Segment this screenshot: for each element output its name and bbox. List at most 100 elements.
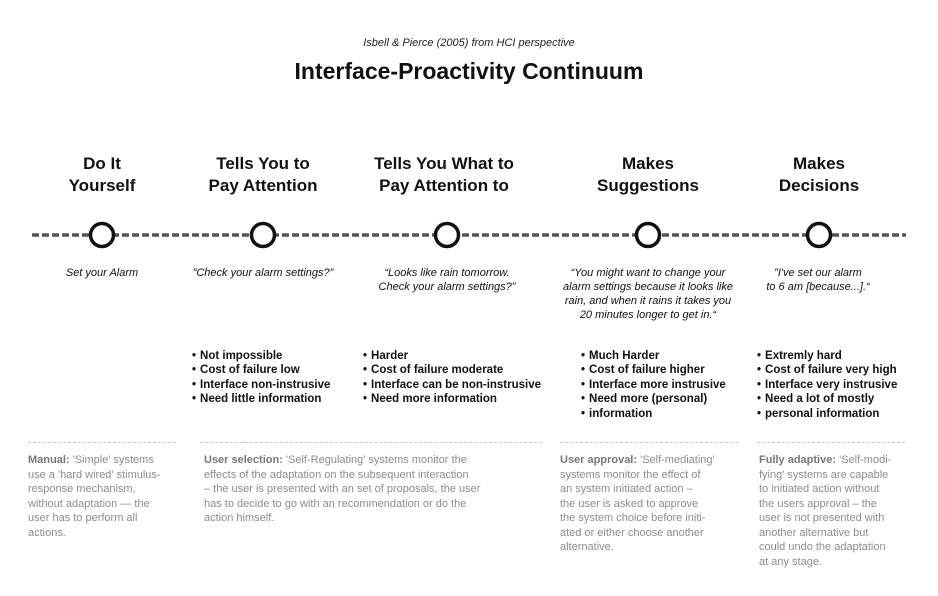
example-line: rain, and when it rains it takes you xyxy=(564,295,732,307)
description-line: at any stage. xyxy=(759,555,822,568)
description-line: could undo the adaptation xyxy=(759,541,886,553)
description-line: the users approval – the xyxy=(759,497,878,510)
bullets-makes-decisions: Extremly hard Cost of failure very high … xyxy=(757,349,897,421)
stage-title-line: Tells You to xyxy=(216,154,310,173)
bullets-tells-you-to-pay-attention: Not impossible Cost of failure low Inter… xyxy=(192,349,330,407)
stage-marker-tells-you-what-to-pay-attention-to xyxy=(433,221,461,249)
example-makes-suggestions: “You might want to change your alarm set… xyxy=(548,266,748,322)
bullet-item: Need more (personal) xyxy=(581,392,726,406)
description-line: ated or either choose another xyxy=(560,526,704,539)
bullet-item: Harder xyxy=(363,349,541,363)
description-user-selection: User selection: 'Self-Regulating' system… xyxy=(204,453,480,526)
stage-title-line: Yourself xyxy=(68,176,136,195)
bullets-makes-suggestions: Much Harder Cost of failure higher Inter… xyxy=(581,349,726,421)
example-tells-you-what-to-pay-attention-to: “Looks like rain tomorrow. Check your al… xyxy=(347,266,547,294)
description-line: user has to perform all xyxy=(28,512,138,524)
subtitle: Isbell & Pierce (2005) from HCI perspect… xyxy=(363,37,575,49)
stage-marker-tells-you-to-pay-attention xyxy=(249,221,277,249)
stage-title-line: Pay Attention xyxy=(208,176,318,195)
stage-title-do-it-yourself: Do It Yourself xyxy=(12,153,192,197)
bullet-item: Need a lot of mostly xyxy=(757,392,897,406)
example-tells-you-to-pay-attention: ”Check your alarm settings?” xyxy=(163,266,363,280)
bullet-item: Need little information xyxy=(192,392,330,406)
bullet-item: Cost of failure very high xyxy=(757,363,897,377)
example-line: ”Check your alarm settings?” xyxy=(192,267,334,279)
bullet-item: Need more information xyxy=(363,392,541,406)
description-line: – the user is presented with an set of p… xyxy=(204,483,481,495)
separator-manual xyxy=(28,442,176,443)
description-line: User approval: 'Self-mediating' xyxy=(560,453,715,468)
description-line: Manual: 'Simple' systems xyxy=(28,453,161,468)
stage-title-line: Suggestions xyxy=(596,176,699,195)
description-text: 'Self-Regulating' systems monitor the xyxy=(282,454,467,466)
description-line: Fully adaptive: 'Self-modi- xyxy=(759,453,891,468)
example-line: ”I've set our alarm xyxy=(774,267,862,279)
description-line: response mechanism, xyxy=(28,483,136,495)
description-line: action himself. xyxy=(204,512,275,524)
description-user-approval: User approval: 'Self-mediating' systems … xyxy=(560,453,715,555)
bullet-item: information xyxy=(581,407,726,421)
bullet-item: Cost of failure higher xyxy=(581,363,726,377)
description-line: an system initiated action – xyxy=(560,483,693,495)
description-lead: Fully adaptive: xyxy=(759,454,837,466)
description-lead: User approval: xyxy=(560,454,638,466)
description-line: fying' systems are capable xyxy=(759,468,889,481)
example-line: 20 minutes longer to get in.“ xyxy=(579,309,717,321)
stage-title-tells-you-to-pay-attention: Tells You to Pay Attention xyxy=(173,153,353,197)
stage-title-makes-decisions: Makes Decisions xyxy=(729,153,909,197)
stage-marker-makes-decisions xyxy=(805,221,833,249)
example-makes-decisions: ”I've set our alarm to 6 am [because...]… xyxy=(718,266,918,294)
description-line: to initiated action without xyxy=(759,483,880,495)
separator-fully-adaptive xyxy=(757,442,905,443)
example-line: “You might want to change your xyxy=(570,267,726,279)
bullet-item: Not impossible xyxy=(192,349,330,363)
example-line: alarm settings because it looks like xyxy=(563,281,733,293)
stage-title-line: Do It xyxy=(83,154,121,173)
description-line: has to decide to go with an recommendati… xyxy=(204,497,467,510)
stage-title-line: Tells You What to xyxy=(374,154,514,173)
bullet-item: Interface non-instrusive xyxy=(192,378,330,392)
description-line: user is not presented with xyxy=(759,512,885,524)
stage-title-line: Decisions xyxy=(778,176,860,195)
description-line: the user is asked to approve xyxy=(560,497,699,510)
example-line: to 6 am [because...].“ xyxy=(766,281,870,293)
description-line: the system choice before initi- xyxy=(560,512,706,524)
description-line: alternative. xyxy=(560,541,614,553)
example-line: Check your alarm settings?” xyxy=(378,281,516,293)
bullet-item: Interface very instrusive xyxy=(757,378,897,392)
bullet-item: Cost of failure low xyxy=(192,363,330,377)
description-line: without adaptation — the xyxy=(28,497,150,510)
stage-title-tells-you-what-to-pay-attention-to: Tells You What to Pay Attention to xyxy=(354,153,534,197)
bullet-item: Extremly hard xyxy=(757,349,897,363)
description-text: 'Simple' systems xyxy=(69,454,154,466)
bullet-item: Interface can be non-instrusive xyxy=(363,378,541,392)
description-manual: Manual: 'Simple' systems use a 'hard wir… xyxy=(28,453,161,540)
bullet-item: Interface more instrusive xyxy=(581,378,726,392)
bullet-item: Much Harder xyxy=(581,349,726,363)
description-fully-adaptive: Fully adaptive: 'Self-modi- fying' syste… xyxy=(759,453,891,569)
description-line: User selection: 'Self-Regulating' system… xyxy=(204,453,480,468)
description-lead: User selection: xyxy=(204,454,283,466)
bullets-tells-you-what-to-pay-attention-to: Harder Cost of failure moderate Interfac… xyxy=(363,349,541,407)
description-line: systems monitor the effect of xyxy=(560,468,701,481)
stage-marker-makes-suggestions xyxy=(634,221,662,249)
description-line: another alternative but xyxy=(759,526,869,539)
description-lead: Manual: xyxy=(28,454,70,466)
stage-marker-do-it-yourself xyxy=(88,221,116,249)
example-line: “Looks like rain tomorrow. xyxy=(384,267,510,279)
description-line: actions. xyxy=(28,526,66,539)
bullet-item: personal information xyxy=(757,407,897,421)
example-line: Set your Alarm xyxy=(65,267,139,279)
stage-title-line: Pay Attention to xyxy=(379,176,509,195)
description-line: effects of the adaptation on the subsequ… xyxy=(204,468,469,481)
diagram-title: Interface-Proactivity Continuum xyxy=(294,58,644,84)
description-line: use a 'hard wired' stimulus- xyxy=(28,468,161,481)
stage-title-line: Makes xyxy=(793,154,845,173)
stage-title-line: Makes xyxy=(622,154,674,173)
description-text: 'Self-mediating' xyxy=(637,454,715,466)
stage-title-makes-suggestions: Makes Suggestions xyxy=(558,153,738,197)
separator-user-selection xyxy=(200,442,542,443)
separator-user-approval xyxy=(560,442,738,443)
example-do-it-yourself: Set your Alarm xyxy=(2,266,202,280)
